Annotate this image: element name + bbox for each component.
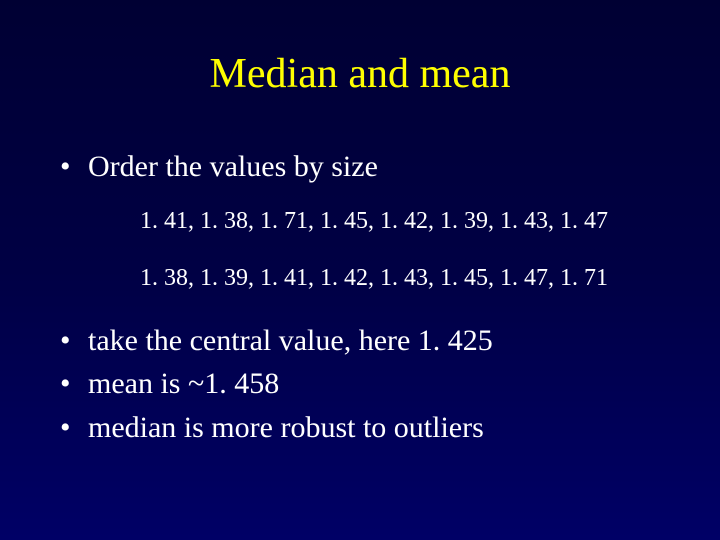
bullet-order-values: Order the values by size: [60, 148, 670, 186]
data-sorted: 1. 38, 1. 39, 1. 41, 1. 42, 1. 43, 1. 45…: [140, 265, 670, 292]
bullet-list-top: Order the values by size: [50, 148, 670, 186]
bullet-list-bottom: take the central value, here 1. 425 mean…: [50, 322, 670, 447]
data-unsorted: 1. 41, 1. 38, 1. 71, 1. 45, 1. 42, 1. 39…: [140, 208, 670, 235]
bullet-mean: mean is ~1. 458: [60, 365, 670, 403]
bullet-median-robust: median is more robust to outliers: [60, 409, 670, 447]
slide-title: Median and mean: [50, 50, 670, 98]
bullet-central-value: take the central value, here 1. 425: [60, 322, 670, 360]
data-block: 1. 41, 1. 38, 1. 71, 1. 45, 1. 42, 1. 39…: [140, 208, 670, 292]
slide-container: Median and mean Order the values by size…: [0, 0, 720, 540]
